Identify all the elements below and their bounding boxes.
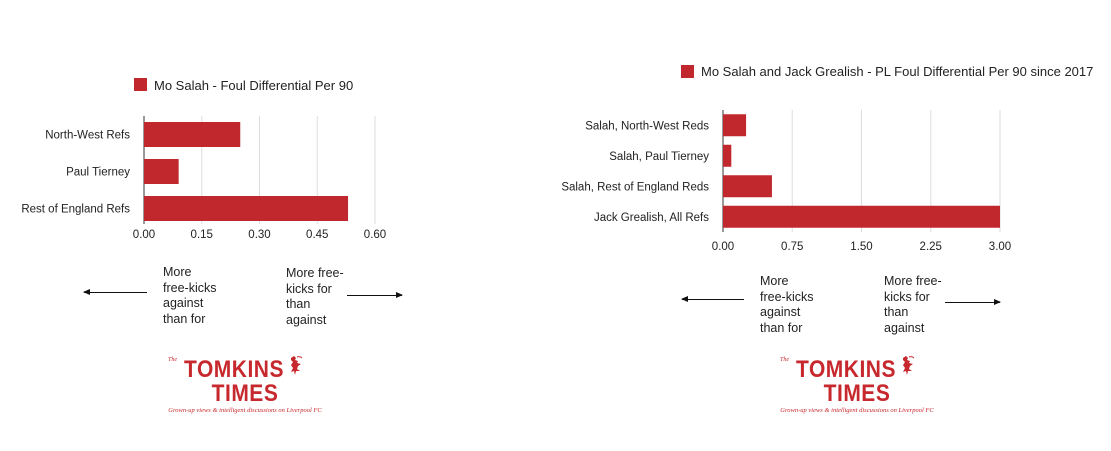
arrow-right bbox=[347, 292, 403, 298]
chart-salah-grealish-foul-differential: 0.00 0.75 1.50 2.25 3.00 Salah, North-West Re… bbox=[561, 64, 1093, 253]
category-label: Rest of England Refs bbox=[21, 204, 130, 216]
logo-word-left: TOMKINS bbox=[184, 356, 284, 383]
chart-salah-foul-differential: 0.00 0.15 0.30 0.45 0.60 North-West Refs Paul … bbox=[21, 78, 386, 241]
x-tick-label: 0.30 bbox=[248, 229, 270, 241]
note-more-against: More free-kicks against than for bbox=[163, 265, 217, 326]
category-label: Jack Grealish, All Refs bbox=[594, 212, 709, 224]
logo-tagline: Grown-up views & intelligent discussions… bbox=[168, 407, 322, 414]
x-tick-label: 0.45 bbox=[306, 229, 328, 241]
legend-label: Mo Salah and Jack Grealish - PL Foul Dif… bbox=[701, 64, 1093, 79]
note-more-for: More free- kicks for than against bbox=[884, 274, 942, 335]
logo-the: The bbox=[168, 357, 177, 363]
bar bbox=[144, 159, 179, 184]
category-label: Salah, Paul Tierney bbox=[609, 151, 709, 163]
bar bbox=[723, 114, 747, 137]
arrow-left bbox=[681, 296, 744, 302]
arrow-right bbox=[945, 299, 1001, 305]
logo-tagline: Grown-up views & intelligent discussions… bbox=[780, 407, 934, 414]
category-label: Salah, Rest of England Reds bbox=[561, 181, 709, 193]
note-more-against: More free-kicks against than for bbox=[760, 274, 814, 335]
logo-word-left: TOMKINS bbox=[796, 356, 896, 383]
x-tick-label: 0.75 bbox=[781, 241, 803, 253]
x-tick-label: 3.00 bbox=[989, 241, 1011, 253]
logo-word-right: TIMES bbox=[823, 380, 891, 407]
x-tick-label: 0.15 bbox=[191, 229, 213, 241]
x-tick-label: 0.00 bbox=[133, 229, 155, 241]
logo-the: The bbox=[780, 357, 789, 363]
liverbird-icon bbox=[290, 356, 303, 375]
x-tick-label: 2.25 bbox=[920, 241, 942, 253]
x-tick-label: 1.50 bbox=[850, 241, 872, 253]
x-tick-label: 0.60 bbox=[364, 229, 386, 241]
x-tick-label: 0.00 bbox=[712, 241, 734, 253]
bar bbox=[144, 196, 349, 221]
category-label: Paul Tierney bbox=[66, 167, 130, 179]
legend-swatch bbox=[134, 78, 147, 91]
tomkins-times-logo: The TOMKINSTIMES Grown-up views & intell… bbox=[777, 355, 937, 414]
tomkins-times-logo: The TOMKINSTIMES Grown-up views & intell… bbox=[165, 355, 325, 414]
bar bbox=[144, 122, 241, 147]
right-chart-panel: 0.00 0.75 1.50 2.25 3.00 Salah, North-West Re… bbox=[555, 0, 1111, 451]
bar bbox=[723, 144, 732, 167]
legend-swatch bbox=[681, 65, 694, 78]
bar bbox=[723, 205, 1000, 228]
legend-label: Mo Salah - Foul Differential Per 90 bbox=[154, 78, 353, 93]
left-chart-panel: 0.00 0.15 0.30 0.45 0.60 North-West Refs Paul … bbox=[0, 0, 555, 451]
liverbird-icon bbox=[902, 356, 915, 375]
category-label: North-West Refs bbox=[45, 130, 130, 142]
bar bbox=[723, 175, 772, 198]
logo-word-right: TIMES bbox=[211, 380, 279, 407]
category-label: Salah, North-West Reds bbox=[585, 120, 709, 132]
arrow-left bbox=[83, 289, 147, 295]
note-more-for: More free- kicks for than against bbox=[286, 266, 344, 327]
